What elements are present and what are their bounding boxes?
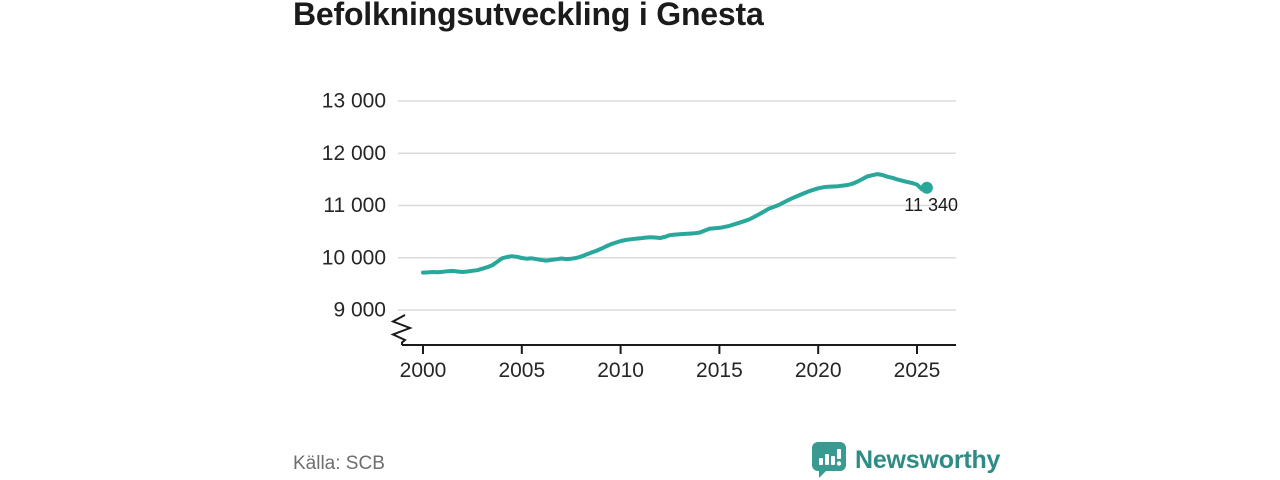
newsworthy-logo-icon [812, 442, 846, 478]
source-label: Källa: SCB [293, 453, 385, 474]
chart-title: Befolkningsutveckling i Gnesta [293, 0, 764, 32]
x-tick-label-2010: 2010 [597, 359, 644, 382]
x-tick-label-2000: 2000 [400, 359, 447, 382]
x-tick-label-2015: 2015 [696, 359, 743, 382]
y-tick-label-12000: 12 000 [322, 142, 386, 165]
newsworthy-logo: Newsworthy [811, 441, 1000, 479]
end-point-marker [920, 181, 933, 194]
y-tick-label-13000: 13 000 [322, 90, 386, 113]
y-tick-label-10000: 10 000 [322, 246, 386, 269]
y-tick-label-11000: 11 000 [323, 194, 386, 217]
x-tick-label-2005: 2005 [498, 359, 545, 382]
x-tick-label-2020: 2020 [795, 359, 842, 382]
x-tick-label-2025: 2025 [894, 359, 941, 382]
population-line-series [421, 172, 929, 275]
end-point-value-label: 11 340 [904, 195, 958, 215]
mini-bar-chart-glyph [819, 449, 842, 466]
y-axis-break-symbol [390, 314, 413, 345]
y-tick-label-9000: 9 000 [333, 299, 386, 322]
newsworthy-wordmark: Newsworthy [855, 445, 1001, 474]
